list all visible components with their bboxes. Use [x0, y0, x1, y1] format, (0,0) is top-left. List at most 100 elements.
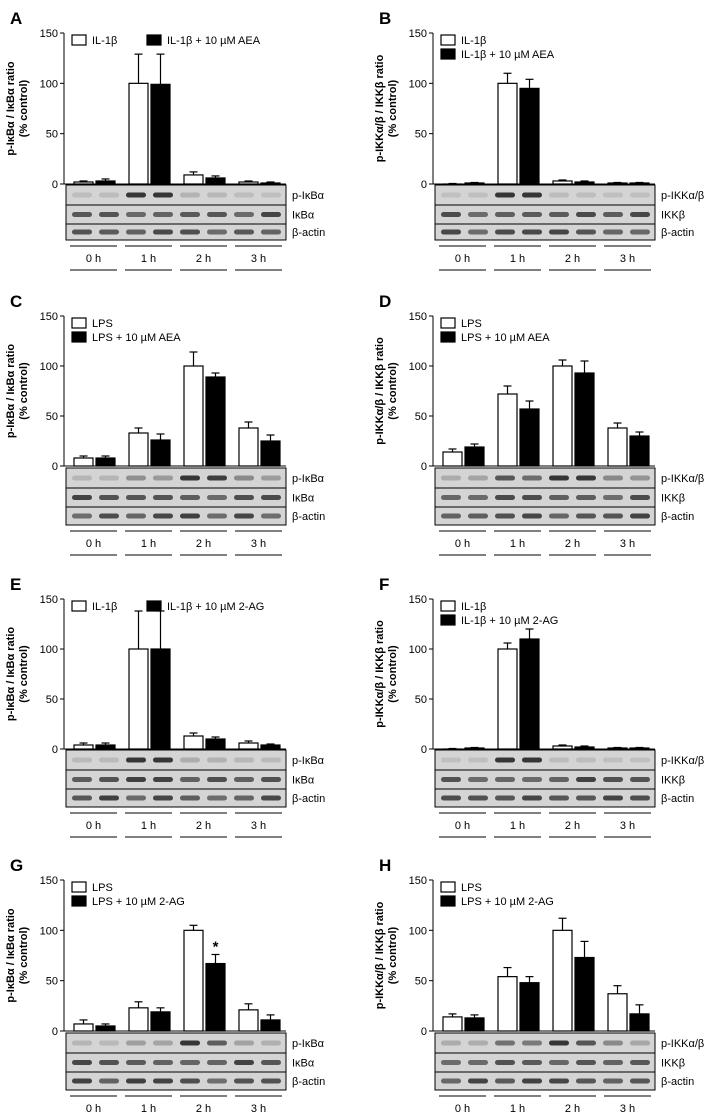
blot-label: β-actin [292, 511, 325, 523]
blot-band [261, 795, 281, 801]
blot-band [468, 229, 488, 235]
panel-c: C 0 50 100 150 p-IκBα / IκBα ratio (% control)… [5, 292, 325, 556]
bar [552, 929, 573, 1032]
x-tick-label: 1 h [510, 1103, 525, 1114]
legend-label: IL-1β + 10 µM 2-AG [461, 615, 558, 627]
legend-swatch [146, 34, 162, 46]
blot-band [549, 1078, 569, 1084]
legend-label: LPS + 10 µM 2-AG [461, 896, 554, 908]
blot-band [630, 513, 650, 519]
blot-band [180, 212, 200, 217]
bar [73, 457, 94, 467]
blot-band [261, 192, 281, 198]
legend-label: LPS [461, 882, 482, 894]
y-tick-label: 50 [46, 694, 58, 706]
x-tick-label: 3 h [251, 1103, 266, 1114]
blot-band [630, 757, 650, 763]
y-axis-label: p-IκBα / IκBα ratio [5, 908, 17, 1003]
x-tick-label: 3 h [620, 538, 635, 550]
blot-band [72, 192, 92, 198]
blot-band [126, 192, 146, 198]
blot-band [207, 795, 227, 801]
blot-band [234, 795, 254, 801]
blot-band [468, 777, 488, 782]
bar [205, 962, 226, 1032]
bar [150, 439, 171, 467]
x-tick-label: 2 h [196, 1103, 211, 1114]
blot-band [234, 212, 254, 217]
legend-swatch [440, 881, 456, 893]
legend-label: IL-1β [92, 35, 117, 47]
y-axis-label: p-IKKα/β / IKKβ ratio [374, 901, 386, 1009]
y-tick-label: 150 [409, 594, 427, 606]
blot-band [126, 513, 146, 519]
blot-band [180, 513, 200, 519]
bar [150, 83, 171, 185]
blot-label: β-actin [292, 227, 325, 239]
bar [607, 747, 628, 750]
x-tick-label: 3 h [251, 538, 266, 550]
y-axis-label: p-IKKα/β / IKKβ ratio [374, 620, 386, 728]
y-axis-label-unit: (% control) [18, 926, 30, 984]
legend-swatch [440, 600, 456, 612]
blot-band [126, 795, 146, 801]
blot-band [441, 1060, 461, 1065]
blot-band [72, 757, 92, 763]
y-axis-label-unit: (% control) [18, 362, 30, 420]
legend-swatch [71, 600, 87, 612]
bar [497, 976, 518, 1032]
blot-band [72, 777, 92, 782]
blot-band [261, 495, 281, 500]
bar [260, 1019, 281, 1032]
blot-band [180, 229, 200, 235]
blot-band [576, 212, 596, 217]
blot-band [153, 757, 173, 763]
blot-band [630, 212, 650, 217]
panel-d: D 0 50 100 150 p-IKKα/β / IKKβ ratio (% contro… [374, 292, 704, 556]
bar [128, 1007, 149, 1032]
blot-band [630, 1040, 650, 1046]
blot-band [99, 777, 119, 782]
panel-letter: E [10, 575, 21, 594]
blot-band [153, 513, 173, 519]
bar [205, 738, 226, 750]
blot-band [99, 212, 119, 217]
blot-band [495, 1060, 515, 1065]
legend-label: IL-1β [461, 35, 486, 47]
blot-band [468, 495, 488, 500]
blot-band [126, 1060, 146, 1065]
bar [128, 432, 149, 467]
y-tick-label: 100 [40, 925, 58, 937]
bar [260, 744, 281, 750]
blot-band [549, 495, 569, 500]
legend-swatch [440, 331, 456, 343]
x-tick-label: 3 h [251, 820, 266, 832]
blot-band [549, 475, 569, 481]
bar [519, 87, 540, 185]
blot-band [180, 777, 200, 782]
blot-label: p-IKKα/β [661, 1038, 704, 1050]
blot-band [468, 757, 488, 763]
y-axis-label-unit: (% control) [18, 79, 30, 137]
blot-band [207, 1060, 227, 1065]
blot-band [549, 1060, 569, 1065]
blot-band [468, 212, 488, 217]
x-tick-label: 0 h [86, 253, 101, 265]
blot-band [441, 212, 461, 217]
bar [464, 747, 485, 750]
blot-band [603, 212, 623, 217]
bar [497, 82, 518, 185]
bar [95, 180, 116, 185]
bar [552, 365, 573, 467]
blot-label: β-actin [661, 793, 694, 805]
y-axis-label-unit: (% control) [387, 926, 399, 984]
blot-band [522, 795, 542, 801]
bar [95, 744, 116, 750]
blot-band [441, 777, 461, 782]
blot-strip [65, 223, 287, 241]
blot-band [126, 212, 146, 217]
y-axis-label-unit: (% control) [387, 645, 399, 703]
blot-band [234, 757, 254, 763]
blot-band [576, 475, 596, 481]
blot-band [72, 475, 92, 481]
